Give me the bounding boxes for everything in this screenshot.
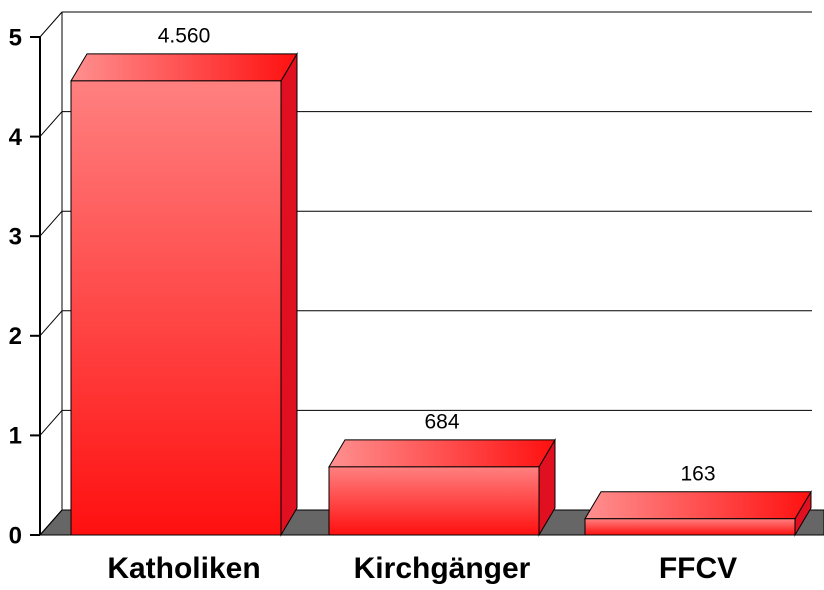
y-tick-label: 1 bbox=[9, 423, 22, 450]
bar bbox=[70, 51, 298, 537]
y-tick-label: 4 bbox=[9, 124, 23, 151]
grid-diagonal bbox=[39, 509, 63, 536]
grid-diagonal bbox=[39, 410, 63, 436]
y-tick-label: 3 bbox=[9, 224, 22, 251]
y-tick-label: 5 bbox=[9, 24, 22, 51]
bar-front bbox=[70, 80, 282, 536]
y-tick-label: 2 bbox=[9, 323, 22, 350]
bar-side bbox=[280, 51, 298, 537]
grid-diagonal bbox=[39, 11, 63, 38]
grid-diagonal bbox=[39, 210, 63, 237]
bar-top bbox=[584, 491, 812, 520]
bar-front bbox=[584, 518, 796, 536]
x-tick-label: Kirchgänger bbox=[354, 552, 531, 585]
bar bbox=[328, 438, 556, 537]
bar-top bbox=[70, 53, 298, 82]
x-tick-label: Katholiken bbox=[107, 552, 260, 585]
bar-top bbox=[328, 439, 556, 468]
y-tick-label: 0 bbox=[9, 522, 22, 549]
x-tick-label: FFCV bbox=[659, 552, 737, 585]
grid-diagonal bbox=[39, 310, 63, 337]
bar bbox=[584, 489, 812, 537]
value-label: 4.560 bbox=[158, 24, 211, 47]
grid-diagonal bbox=[39, 111, 63, 137]
value-label: 163 bbox=[680, 462, 715, 485]
value-label: 684 bbox=[424, 410, 459, 433]
bar-front bbox=[328, 466, 540, 536]
